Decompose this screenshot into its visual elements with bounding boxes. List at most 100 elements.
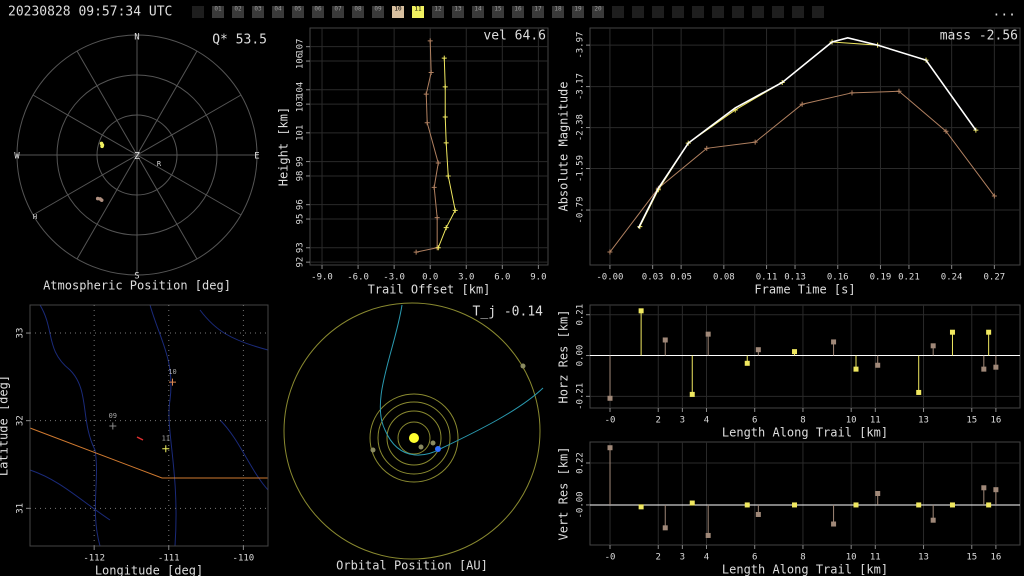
- station-slot: [632, 6, 644, 18]
- station-button[interactable]: [272, 6, 284, 18]
- point-marker: [428, 70, 434, 76]
- x-tick-label: -3.0: [383, 273, 405, 283]
- station-button[interactable]: [452, 6, 464, 18]
- station-slot: [192, 6, 204, 18]
- residual-point: [689, 500, 695, 506]
- residual-point: [875, 491, 881, 496]
- menu-button[interactable]: ...: [993, 5, 1016, 20]
- series-line: [437, 58, 456, 248]
- station-button[interactable]: [212, 6, 224, 18]
- station-button[interactable]: [292, 6, 304, 18]
- station-label: 11: [414, 6, 422, 13]
- y-tick-label: 33: [16, 328, 26, 339]
- station-label: 17: [534, 6, 542, 13]
- polar-grid: [16, 34, 258, 276]
- point-marker: [443, 225, 449, 231]
- station-button[interactable]: [552, 6, 564, 18]
- point-marker: [423, 91, 429, 97]
- station-button[interactable]: [572, 6, 584, 18]
- x-tick-label: 0.08: [713, 273, 735, 283]
- residual-point: [916, 502, 922, 508]
- y-tick-label: 95: [296, 214, 306, 225]
- x-tick-label: 0.21: [898, 273, 920, 283]
- station-button[interactable]: [492, 6, 504, 18]
- station-button[interactable]: [472, 6, 484, 18]
- station-label: 03: [254, 6, 262, 13]
- x-axis-label: Trail Offset [km]: [368, 283, 491, 297]
- station-slot: [812, 6, 824, 18]
- station-label: 18: [554, 6, 562, 13]
- station-button[interactable]: [312, 6, 324, 18]
- x-axis-label: Orbital Position [AU]: [336, 559, 488, 573]
- residual-point: [853, 502, 859, 508]
- point-marker: [431, 184, 437, 190]
- x-tick-label: 13: [918, 553, 929, 563]
- station-slot: [732, 6, 744, 18]
- x-tick-label: 0.27: [984, 273, 1006, 283]
- station-button[interactable]: [592, 6, 604, 18]
- y-axis-label: Horz Res [km]: [557, 310, 571, 404]
- y-tick-label: -0.00: [576, 491, 586, 518]
- station-button[interactable]: [512, 6, 524, 18]
- station-label: 14: [474, 6, 482, 13]
- x-tick-label: 11: [870, 416, 881, 426]
- x-tick-label: -9.0: [311, 273, 333, 283]
- station-name: 11: [162, 435, 170, 443]
- point-marker: [704, 145, 710, 151]
- point-marker: [991, 193, 997, 199]
- station-button[interactable]: [332, 6, 344, 18]
- y-tick-label: -1.59: [576, 155, 586, 182]
- x-tick-label: -0: [605, 553, 616, 563]
- x-tick-label: 15: [966, 553, 977, 563]
- point-marker: [849, 90, 855, 96]
- station-slot: [772, 6, 784, 18]
- point-marker: [442, 84, 448, 90]
- station-label: 02: [234, 6, 242, 13]
- x-axis-label: Atmospheric Position [deg]: [43, 279, 231, 293]
- residual-point: [792, 502, 798, 508]
- point-marker: [434, 215, 440, 221]
- x-tick-label: 3: [680, 416, 685, 426]
- x-tick-label: 6.0: [494, 273, 510, 283]
- station-button[interactable]: [432, 6, 444, 18]
- station-button[interactable]: [232, 6, 244, 18]
- y-tick-label: 106: [296, 53, 306, 69]
- x-tick-label: 0.24: [941, 273, 963, 283]
- station-button[interactable]: [372, 6, 384, 18]
- station-button[interactable]: [352, 6, 364, 18]
- x-tick-label: 0.0: [422, 273, 438, 283]
- station-letter: R: [157, 160, 162, 168]
- y-tick-label: -3.97: [576, 32, 586, 59]
- plot-frame: [29, 304, 269, 547]
- station-label: 01: [214, 6, 222, 13]
- point-marker: [445, 173, 451, 179]
- y-tick-label: -0.79: [576, 196, 586, 223]
- point-marker: [607, 249, 613, 255]
- station-button[interactable]: [412, 6, 424, 18]
- station-slot: [672, 6, 684, 18]
- y-tick-label: 103: [296, 96, 306, 112]
- annotation: Q* 53.5: [212, 33, 267, 48]
- y-tick-label: 96: [296, 199, 306, 210]
- series-line: [637, 37, 977, 229]
- x-tick-label: 0.03: [642, 273, 664, 283]
- residual-point: [930, 343, 936, 349]
- compass-n: N: [134, 33, 139, 43]
- y-tick-label: 107: [296, 39, 306, 55]
- plot-frame: [589, 27, 1021, 266]
- x-axis-label: Longitude [deg]: [95, 564, 203, 576]
- station-button[interactable]: [252, 6, 264, 18]
- station-button[interactable]: [392, 6, 404, 18]
- station-slot: [712, 6, 724, 18]
- x-tick-label: 2: [656, 416, 661, 426]
- residual-point: [607, 395, 613, 401]
- x-tick-label: 10: [846, 553, 857, 563]
- station-button[interactable]: [532, 6, 544, 18]
- x-tick-label: 4: [704, 416, 709, 426]
- x-tick-label: 8: [800, 416, 805, 426]
- y-tick-label: 0.21: [576, 304, 586, 326]
- station-label: 20: [594, 6, 602, 13]
- y-tick-label: -3.17: [576, 73, 586, 100]
- x-tick-label: 0.11: [756, 273, 778, 283]
- x-tick-label: 13: [918, 416, 929, 426]
